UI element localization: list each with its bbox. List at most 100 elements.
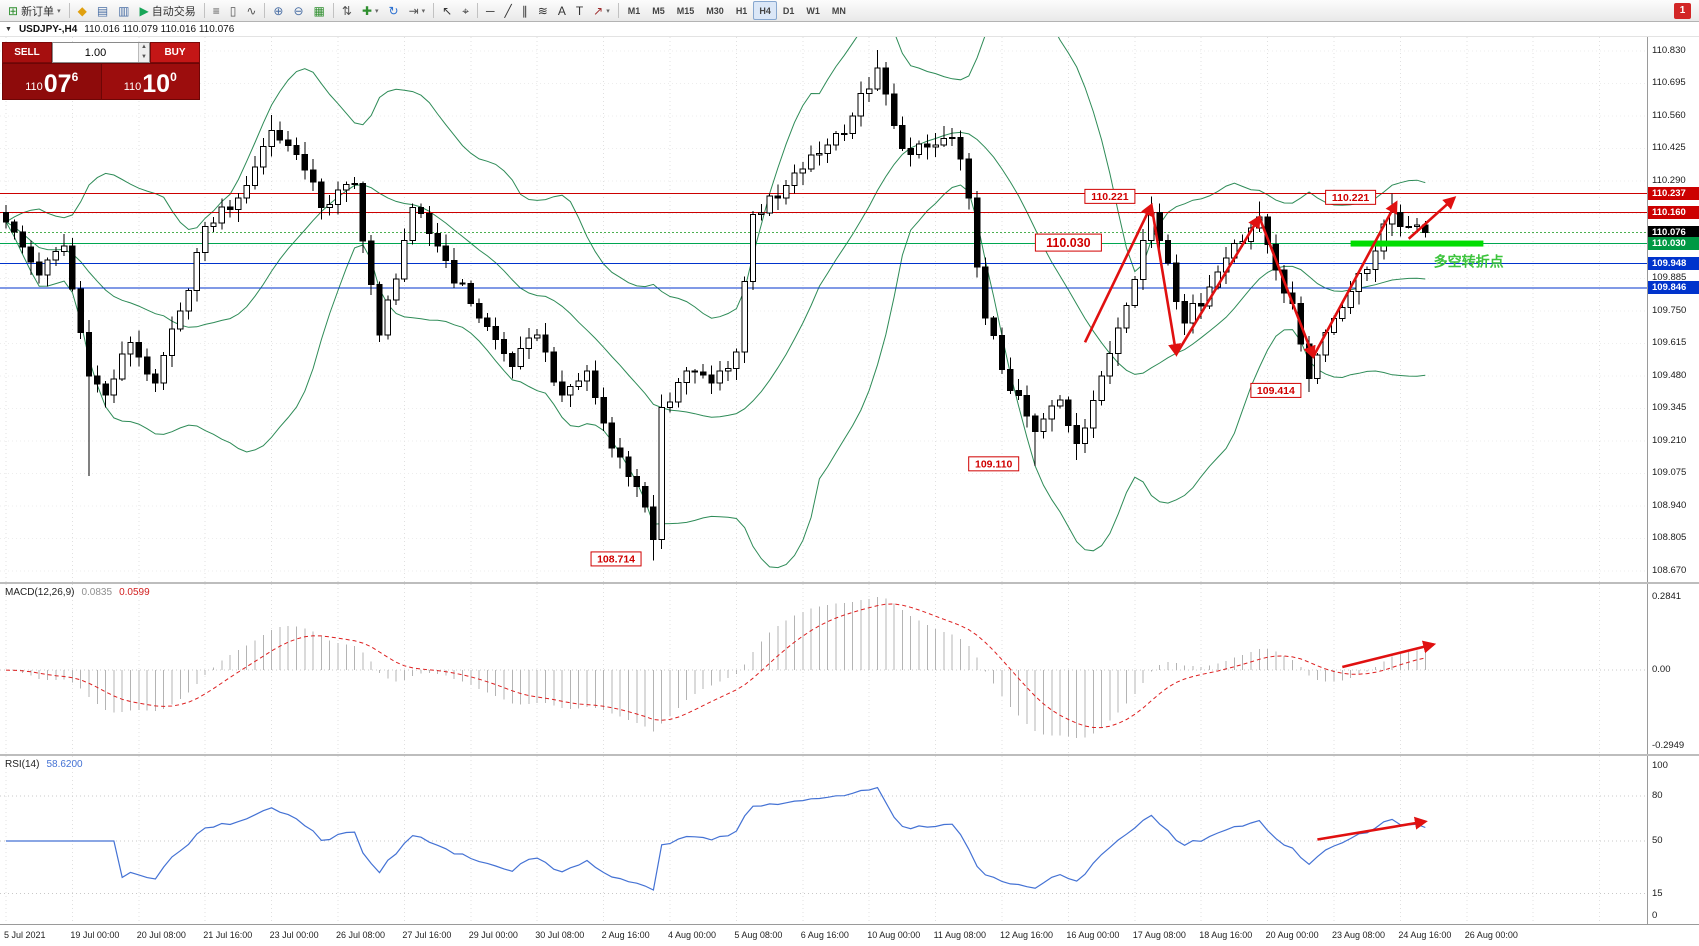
rsi-axis[interactable]: 100 80 50 15 0 [1647, 756, 1699, 924]
price-label-text[interactable]: 110.221 [1091, 191, 1129, 203]
timeframe-w1[interactable]: W1 [800, 1, 826, 20]
timeframe-h4[interactable]: H4 [753, 1, 777, 20]
volume-down-icon[interactable]: ▼ [139, 52, 149, 62]
autotrading-button[interactable]: ▶ 自动交易 [135, 1, 201, 20]
price-label-box[interactable] [1084, 188, 1136, 204]
zoom-out-button[interactable]: ⊖ [288, 1, 308, 20]
horizontal-line-button[interactable]: ─ [481, 1, 500, 20]
trend-arrow[interactable] [1150, 204, 1182, 357]
trend-arrow[interactable] [1258, 216, 1316, 360]
volume-up-icon[interactable]: ▲ [139, 43, 149, 53]
chart-title-bar[interactable]: ▼ USDJPY-,H4 110.016 110.079 110.016 110… [0, 22, 1699, 37]
timeframe-m5[interactable]: M5 [646, 1, 671, 20]
rsi-value: 58.6200 [46, 759, 83, 770]
tile-windows-button[interactable]: ▦ [309, 1, 330, 20]
candlestick-chart-button[interactable]: ▯ [225, 1, 242, 20]
price-chart[interactable]: 110.221 110.221 110.030 109.414 109.110 108.7… [0, 37, 1647, 582]
toolbar-separator [617, 3, 619, 18]
rsi-trend-arrow[interactable] [1317, 816, 1428, 841]
candle-body [1023, 395, 1031, 417]
bollinger-lower-band [5, 184, 1426, 569]
zoom-in-button[interactable]: ⊕ [268, 1, 288, 20]
auto-scroll-button[interactable]: ↻ [384, 1, 404, 20]
toolbar-separator [477, 3, 478, 18]
candle-body [1098, 375, 1105, 401]
candle-body [716, 370, 723, 384]
price-label-text[interactable]: 109.414 [1257, 385, 1295, 397]
macd-chart[interactable] [0, 584, 1647, 754]
notification-badge[interactable]: 1 [1674, 2, 1691, 19]
price-label-box[interactable] [590, 551, 642, 567]
macd-axis-label: 0.00 [1652, 664, 1671, 676]
timeframe-d1[interactable]: D1 [777, 1, 801, 20]
candle-body [998, 335, 1006, 370]
main-chart-panel[interactable]: 110.221 110.221 110.030 109.414 109.110 108.7… [0, 37, 1699, 582]
note-text[interactable]: 多空转折点 [1434, 253, 1504, 269]
candle-body [251, 166, 259, 186]
price-label-box[interactable] [1325, 189, 1377, 205]
crosshair-button[interactable]: ⌖ [457, 1, 474, 20]
price-label-box[interactable] [968, 456, 1020, 472]
volume-input[interactable] [53, 43, 138, 62]
candle-body [1405, 225, 1412, 228]
data-window-button[interactable]: ▥ [113, 1, 134, 20]
price-label-text[interactable]: 108.714 [597, 554, 635, 566]
text-label-button[interactable]: T [571, 1, 588, 20]
bar-chart-button[interactable]: ≡ [208, 1, 225, 20]
time-label: 26 Jul 08:00 [336, 930, 386, 940]
candle-body [135, 341, 143, 358]
candle-body [600, 397, 607, 424]
timeframe-m1[interactable]: M1 [622, 1, 647, 20]
arrows-tool-button[interactable]: ↗ ▾ [588, 1, 615, 20]
indicator-list-button[interactable]: ⇅ [337, 1, 357, 20]
timeframe-m30[interactable]: M30 [700, 1, 730, 20]
timeframe-h1[interactable]: H1 [730, 1, 754, 20]
bar-chart-icon: ≡ [212, 3, 220, 18]
macd-axis[interactable]: 0.2841 0.00 -0.2949 [1647, 584, 1699, 754]
trend-highlight-bar[interactable] [1350, 240, 1484, 247]
macd-trend-arrow[interactable] [1341, 640, 1437, 669]
candle-body [484, 317, 491, 328]
timeframe-m1-label: M1 [627, 5, 641, 16]
candle-body [617, 447, 624, 458]
toolbar-separator [264, 3, 266, 18]
new-order-button[interactable]: ⊞ 新订单 ▾ [3, 1, 66, 20]
timeframe-mn[interactable]: MN [826, 1, 852, 20]
window-menu-icon[interactable]: ▼ [5, 25, 12, 33]
line-chart-button[interactable]: ∿ [241, 1, 261, 20]
price-label-box[interactable] [1250, 382, 1302, 398]
trend-arrow[interactable] [1312, 200, 1398, 358]
cursor-button[interactable]: ↖ [437, 1, 457, 20]
candle-body [193, 252, 201, 291]
rsi-chart[interactable] [0, 756, 1647, 924]
sell-price[interactable]: 110 07 6 [2, 63, 101, 100]
candle-body [633, 476, 640, 488]
price-label-box[interactable] [1034, 233, 1102, 252]
chart-shift-button[interactable]: ⇥ ▾ [404, 1, 431, 20]
trend-arrow[interactable] [1407, 196, 1457, 240]
macd-panel[interactable]: MACD(12,26,9) 0.0835 0.0599 0.2841 0.00 -0… [0, 582, 1699, 754]
price-label-text[interactable]: 109.110 [975, 459, 1013, 471]
market-watch-button[interactable]: ▤ [92, 1, 113, 20]
candle-body [1115, 327, 1122, 355]
candle-body [451, 260, 458, 284]
add-indicator-button[interactable]: ✚ ▾ [357, 1, 384, 20]
timeframe-m15[interactable]: M15 [671, 1, 701, 20]
rsi-panel[interactable]: RSI(14) 58.6200 100 80 50 15 0 [0, 754, 1699, 924]
candle-body [168, 328, 176, 357]
buy-button[interactable]: BUY [150, 42, 200, 63]
time-axis[interactable]: 5 Jul 2021 19 Jul 00:00 20 Jul 08:00 21 Jul… [0, 924, 1699, 946]
price-axis[interactable]: 110.830 110.695 110.560 110.425 110.290 110.1… [1647, 37, 1699, 582]
trendline-button[interactable]: ╱ [500, 1, 517, 20]
buy-price[interactable]: 110 10 0 [100, 63, 200, 100]
price-label-text[interactable]: 110.221 [1332, 192, 1370, 204]
candle-body [899, 125, 906, 149]
price-label-text[interactable]: 110.030 [1046, 236, 1091, 250]
metaeditor-button[interactable]: ◆ [73, 1, 92, 20]
trend-arrow[interactable] [1083, 202, 1153, 343]
text-button[interactable]: A [553, 1, 571, 20]
trend-arrow[interactable] [1175, 214, 1261, 355]
fibonacci-button[interactable]: ≋ [533, 1, 553, 20]
sell-button[interactable]: SELL [2, 42, 52, 63]
channel-button[interactable]: ∥ [517, 1, 533, 20]
